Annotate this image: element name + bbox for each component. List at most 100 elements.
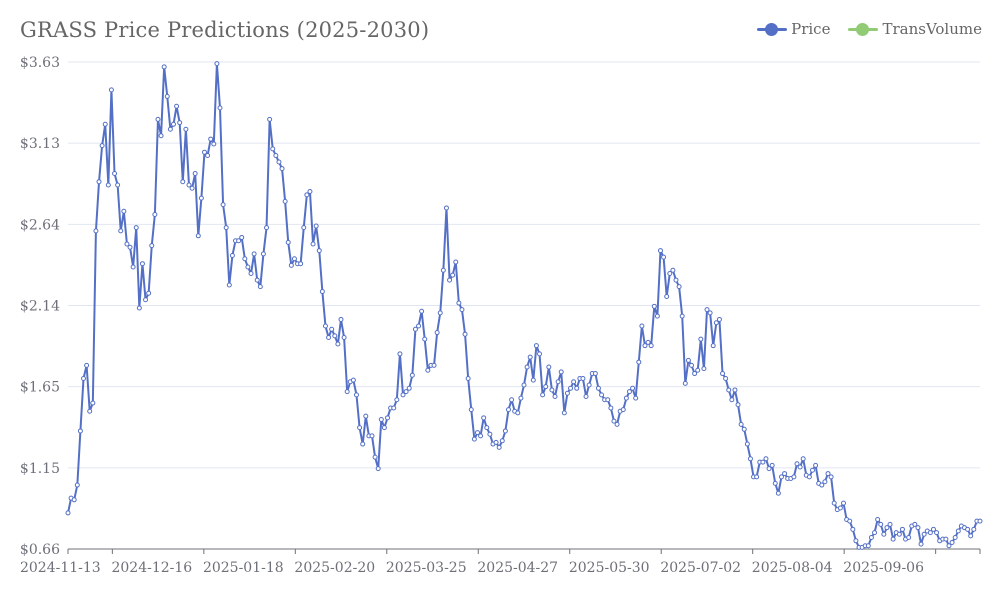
data-point bbox=[130, 264, 136, 270]
data-point bbox=[186, 182, 192, 188]
data-point bbox=[847, 518, 853, 524]
data-point bbox=[502, 428, 508, 434]
data-point bbox=[778, 474, 784, 480]
data-point bbox=[341, 334, 347, 340]
data-point bbox=[112, 171, 118, 176]
data-point bbox=[872, 530, 878, 536]
legend-item-price[interactable]: Price bbox=[757, 20, 830, 38]
data-point bbox=[229, 252, 235, 258]
data-point bbox=[642, 343, 648, 349]
data-point bbox=[251, 251, 257, 257]
data-point bbox=[332, 333, 338, 339]
data-point bbox=[543, 384, 549, 390]
data-point bbox=[403, 389, 409, 395]
data-point bbox=[884, 525, 890, 531]
legend-item-transvolume[interactable]: TransVolume bbox=[848, 20, 982, 38]
data-point bbox=[540, 392, 546, 398]
data-point bbox=[676, 284, 682, 290]
data-point bbox=[853, 538, 859, 544]
y-tick-label: $2.14 bbox=[20, 299, 60, 315]
data-point bbox=[499, 438, 505, 444]
data-point bbox=[189, 185, 195, 191]
data-point bbox=[285, 239, 291, 245]
data-point bbox=[322, 323, 328, 329]
data-point bbox=[198, 195, 204, 201]
data-point bbox=[133, 225, 139, 231]
data-point bbox=[639, 323, 645, 329]
data-point bbox=[344, 389, 350, 395]
data-point bbox=[782, 471, 788, 477]
data-point bbox=[670, 267, 676, 273]
data-point bbox=[726, 387, 732, 393]
legend-price-label: Price bbox=[791, 20, 831, 38]
data-point bbox=[841, 500, 847, 506]
data-point bbox=[474, 430, 480, 436]
data-point bbox=[580, 375, 586, 381]
data-point bbox=[527, 354, 533, 360]
data-point bbox=[338, 316, 344, 322]
data-point bbox=[158, 133, 164, 139]
data-point bbox=[453, 259, 459, 265]
data-point bbox=[155, 116, 161, 122]
data-point bbox=[226, 282, 232, 288]
data-point bbox=[329, 326, 335, 332]
data-point bbox=[868, 535, 874, 541]
data-point bbox=[645, 339, 651, 345]
grid-lines bbox=[68, 61, 980, 469]
x-tick-label: 2025-09-06 bbox=[843, 560, 924, 576]
data-point bbox=[592, 371, 598, 377]
data-point bbox=[664, 293, 670, 299]
data-point bbox=[301, 225, 307, 231]
data-point bbox=[180, 179, 186, 185]
data-point bbox=[170, 121, 176, 127]
data-point bbox=[651, 303, 657, 309]
data-point bbox=[118, 228, 124, 234]
data-point bbox=[809, 467, 815, 473]
data-point bbox=[537, 351, 543, 357]
data-point bbox=[108, 87, 114, 93]
data-point bbox=[90, 400, 96, 406]
data-point bbox=[450, 272, 456, 278]
data-point bbox=[977, 518, 983, 524]
legend-transvolume-label: TransVolume bbox=[882, 20, 982, 38]
data-point bbox=[865, 543, 871, 549]
data-point bbox=[465, 375, 471, 381]
data-point bbox=[127, 244, 133, 250]
data-point bbox=[661, 254, 667, 260]
data-point bbox=[279, 166, 285, 172]
data-point bbox=[952, 535, 958, 541]
data-point bbox=[357, 425, 363, 431]
data-point bbox=[515, 410, 521, 416]
data-point bbox=[614, 421, 620, 427]
data-point bbox=[906, 535, 912, 541]
legend-transvolume-swatch-icon bbox=[848, 23, 879, 36]
data-point bbox=[105, 182, 111, 188]
data-point bbox=[350, 377, 356, 383]
data-point bbox=[509, 397, 515, 403]
data-point bbox=[484, 425, 490, 431]
data-point bbox=[149, 243, 155, 249]
data-point bbox=[121, 208, 127, 214]
data-point bbox=[65, 510, 71, 516]
data-point bbox=[276, 159, 282, 165]
data-point bbox=[369, 433, 375, 439]
data-point bbox=[716, 316, 722, 322]
data-point bbox=[586, 382, 592, 388]
data-point bbox=[425, 367, 431, 373]
data-point bbox=[965, 526, 971, 532]
data-point bbox=[654, 313, 660, 319]
data-point bbox=[698, 336, 704, 342]
data-point bbox=[605, 397, 611, 403]
data-point bbox=[921, 531, 927, 537]
legend: Price TransVolume bbox=[757, 20, 982, 38]
x-tick-label: 2025-02-20 bbox=[294, 560, 375, 576]
data-point bbox=[707, 310, 713, 316]
data-point bbox=[248, 271, 254, 277]
data-point bbox=[648, 343, 654, 349]
data-point bbox=[353, 392, 359, 398]
data-point bbox=[549, 387, 555, 393]
data-point bbox=[319, 289, 325, 295]
data-point bbox=[713, 320, 719, 326]
